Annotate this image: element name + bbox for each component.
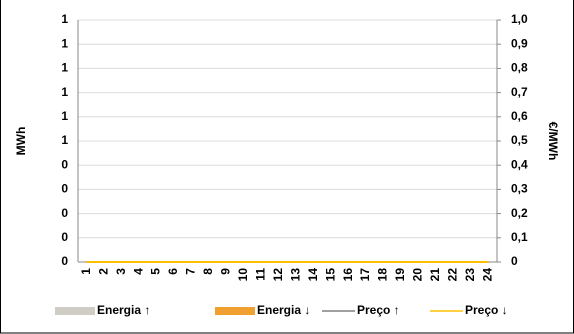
x-tick-label: 14: [306, 268, 320, 282]
y2-axis-label: €/MWh: [546, 122, 560, 161]
x-tick-label: 2: [96, 268, 110, 275]
y-tick-label: 1: [61, 36, 68, 50]
y2-tick-label: 0,3: [511, 182, 528, 196]
y-tick-label: 0: [61, 254, 68, 268]
x-tick-label: 11: [253, 268, 267, 281]
x-tick-label: 5: [149, 268, 163, 275]
x-tick-label: 23: [463, 268, 477, 282]
x-tick-label: 17: [358, 268, 372, 282]
legend-label: Energia ↑: [97, 303, 150, 317]
legend-label: Energia ↓: [257, 303, 310, 317]
x-tick-label: 19: [393, 268, 407, 282]
y-tick-label: 1: [61, 12, 68, 26]
y2-tick-label: 0,9: [511, 36, 528, 50]
x-tick-label: 10: [236, 268, 250, 282]
y2-tick-label: 0,5: [511, 133, 528, 147]
y2-tick-label: 0,7: [511, 85, 528, 99]
y-tick-label: 1: [61, 85, 68, 99]
y-tick-label: 1: [61, 61, 68, 75]
x-tick-label: 4: [131, 268, 145, 275]
y-tick-label: 0: [61, 182, 68, 196]
y-tick-label: 0: [61, 230, 68, 244]
x-tick-label: 16: [341, 268, 355, 282]
y-tick-label: 1: [61, 109, 68, 123]
y-tick-label: 1: [61, 133, 68, 147]
legend-label: Preço ↑: [357, 303, 400, 317]
x-tick-label: 7: [184, 268, 198, 275]
y2-tick-label: 0,1: [511, 230, 528, 244]
y-tick-label: 0: [61, 157, 68, 171]
y2-tick-label: 0,6: [511, 109, 528, 123]
legend-swatch: [215, 307, 255, 315]
y2-tick-label: 0,2: [511, 206, 528, 220]
x-tick-label: 21: [428, 268, 442, 282]
x-tick-label: 24: [480, 268, 494, 282]
y-axis-label: MWh: [14, 127, 28, 156]
legend-label: Preço ↓: [465, 303, 508, 317]
x-tick-label: 22: [446, 268, 460, 282]
y2-tick-label: 1,0: [511, 12, 528, 26]
x-tick-label: 12: [271, 268, 285, 282]
x-tick-label: 13: [288, 268, 302, 282]
x-tick-label: 3: [114, 268, 128, 275]
x-tick-label: 1: [79, 268, 93, 275]
y2-tick-label: 0,4: [511, 157, 528, 171]
x-tick-label: 18: [376, 268, 390, 282]
legend-swatch: [55, 307, 95, 315]
x-tick-label: 6: [166, 268, 180, 275]
x-tick-label: 9: [219, 268, 233, 275]
x-tick-label: 8: [201, 268, 215, 275]
y2-tick-label: 0,8: [511, 61, 528, 75]
y-tick-label: 0: [61, 206, 68, 220]
y2-tick-label: 0: [511, 254, 518, 268]
x-tick-label: 20: [411, 268, 425, 282]
x-tick-label: 15: [323, 268, 337, 282]
